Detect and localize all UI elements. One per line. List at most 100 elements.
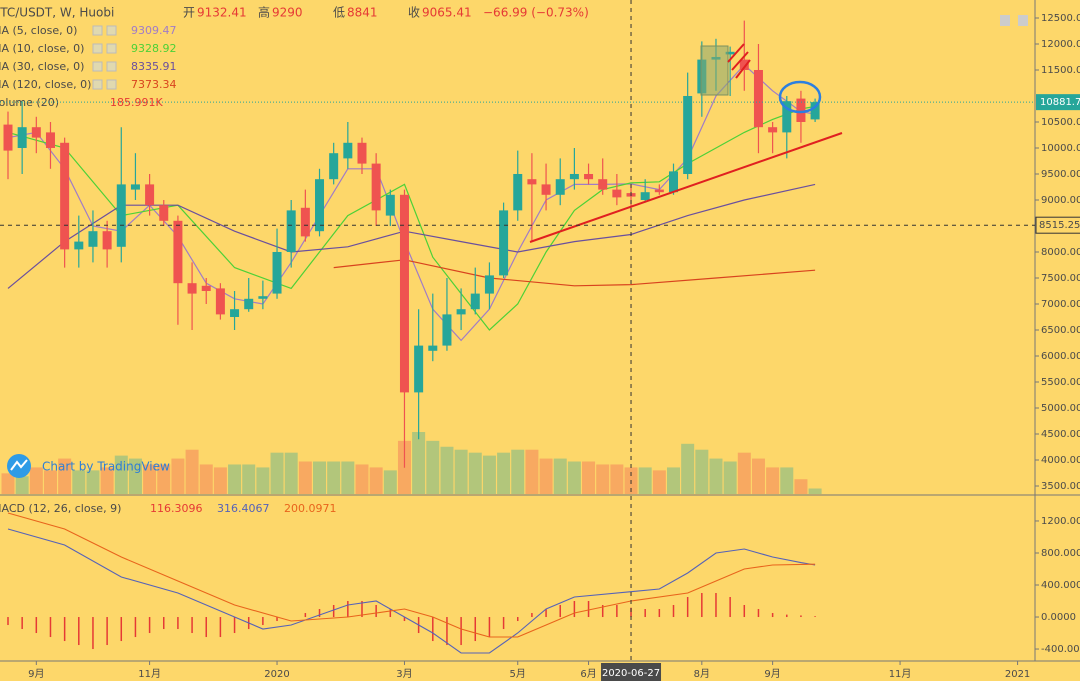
legend-icon	[92, 43, 103, 54]
candle-body	[456, 309, 466, 315]
ohlc-label: 高	[258, 5, 270, 20]
volume-bar	[780, 467, 794, 494]
volume-bar	[213, 467, 227, 494]
candle-body	[569, 173, 579, 180]
volume-bar	[582, 461, 596, 494]
volume-bar	[412, 432, 426, 494]
volume-bar	[652, 470, 666, 494]
legend-value: 9328.92	[131, 42, 177, 55]
volume-bar	[15, 476, 29, 494]
y-tick-label: 7000.00	[1041, 299, 1080, 310]
volume-bar	[723, 461, 737, 494]
candle-body	[428, 345, 438, 351]
ohlc-legend: 开 9132.41 高 9290 低 8841 收 9065.41	[183, 5, 472, 20]
ohlc-label: 低	[333, 6, 345, 20]
volume-bar	[638, 467, 652, 494]
candle-body	[315, 179, 325, 232]
candle-body	[654, 189, 664, 193]
candle-body	[640, 192, 650, 200]
legend-icon	[106, 61, 117, 72]
volume-bar	[228, 464, 242, 494]
logo-text: Chart by TradingView	[42, 460, 170, 474]
candle-body	[499, 210, 509, 276]
candle-body	[768, 127, 778, 133]
trend-line	[529, 132, 843, 243]
volume-bar	[341, 461, 355, 494]
volume-bar	[1, 473, 15, 494]
candle-body	[343, 142, 353, 159]
candle-body	[385, 194, 395, 216]
x-tick-label: 11月	[889, 668, 912, 680]
x-tick-label: 2020	[264, 669, 289, 680]
volume-bar	[72, 470, 86, 494]
candle-body	[753, 69, 763, 128]
crosshair-price-box	[1035, 216, 1080, 234]
change: −66.99 (−0.73%)	[483, 6, 589, 20]
candle-body	[683, 95, 693, 174]
y-tick-label: 10500.00	[1041, 117, 1080, 128]
candle-body	[300, 207, 310, 237]
x-tick-label: 5月	[510, 668, 526, 680]
highlight-box	[700, 45, 729, 96]
y-tick-label: 800.0000	[1041, 548, 1080, 559]
candle-body	[527, 179, 537, 185]
candle-body	[173, 220, 183, 284]
candle-body	[215, 288, 225, 315]
toolbar-icons	[1000, 15, 1028, 26]
candle-body	[598, 179, 608, 190]
candle-body	[230, 309, 240, 317]
y-tick-label: 11500.00	[1041, 65, 1080, 76]
volume-bar	[157, 464, 171, 494]
volume-bar	[114, 455, 128, 494]
candle-body	[357, 142, 367, 164]
candle-body	[810, 102, 820, 120]
volume-bar	[86, 470, 100, 494]
legend-value: 116.3096	[150, 502, 203, 515]
volume-bar	[709, 458, 723, 494]
volume-bar	[43, 470, 57, 494]
signal-line	[7, 512, 816, 638]
legend-icon	[92, 25, 103, 36]
y-tick-label: 7500.00	[1041, 273, 1080, 284]
candle-body	[669, 171, 679, 193]
legend-icon	[92, 79, 103, 90]
volume-bar	[454, 449, 468, 494]
crosshair-date-box	[601, 663, 662, 681]
toolbar-icon[interactable]	[1000, 15, 1010, 26]
volume-bar	[171, 458, 185, 494]
candle-body	[725, 51, 735, 55]
candle-body	[541, 184, 551, 195]
candle-body	[187, 283, 197, 294]
candle-body	[286, 210, 296, 252]
candle-body	[796, 98, 806, 122]
y-tick-label: 0.0000	[1041, 612, 1076, 623]
volume-bar	[497, 452, 511, 494]
volume-bar	[185, 449, 199, 494]
logo-glyph	[10, 459, 28, 471]
volume-bar	[681, 443, 695, 494]
volume-bar	[284, 452, 298, 494]
candle-body	[414, 345, 424, 393]
ohlc-label: 收	[408, 6, 420, 20]
volume-bar	[143, 464, 157, 494]
arrow-marks	[727, 43, 751, 79]
ohlc-value: 8841	[347, 6, 378, 20]
legend-value: 8335.91	[131, 60, 177, 73]
x-tick-label: 2021	[1005, 669, 1030, 680]
toolbar-icon[interactable]	[1018, 15, 1028, 26]
candle-body	[258, 296, 268, 299]
candle-body	[442, 314, 452, 346]
volume-bar	[369, 467, 383, 494]
volume-bar	[751, 458, 765, 494]
legend-icon	[106, 25, 117, 36]
volume-bar	[327, 461, 341, 494]
x-tick-label: 9月	[764, 668, 780, 680]
legend-name: MA (120, close, 0)	[0, 78, 91, 91]
candle-body	[739, 59, 749, 70]
legend-icon	[106, 79, 117, 90]
candle-body	[371, 163, 381, 211]
volume-bar	[808, 488, 822, 494]
y-tick-label: 9000.00	[1041, 195, 1080, 206]
